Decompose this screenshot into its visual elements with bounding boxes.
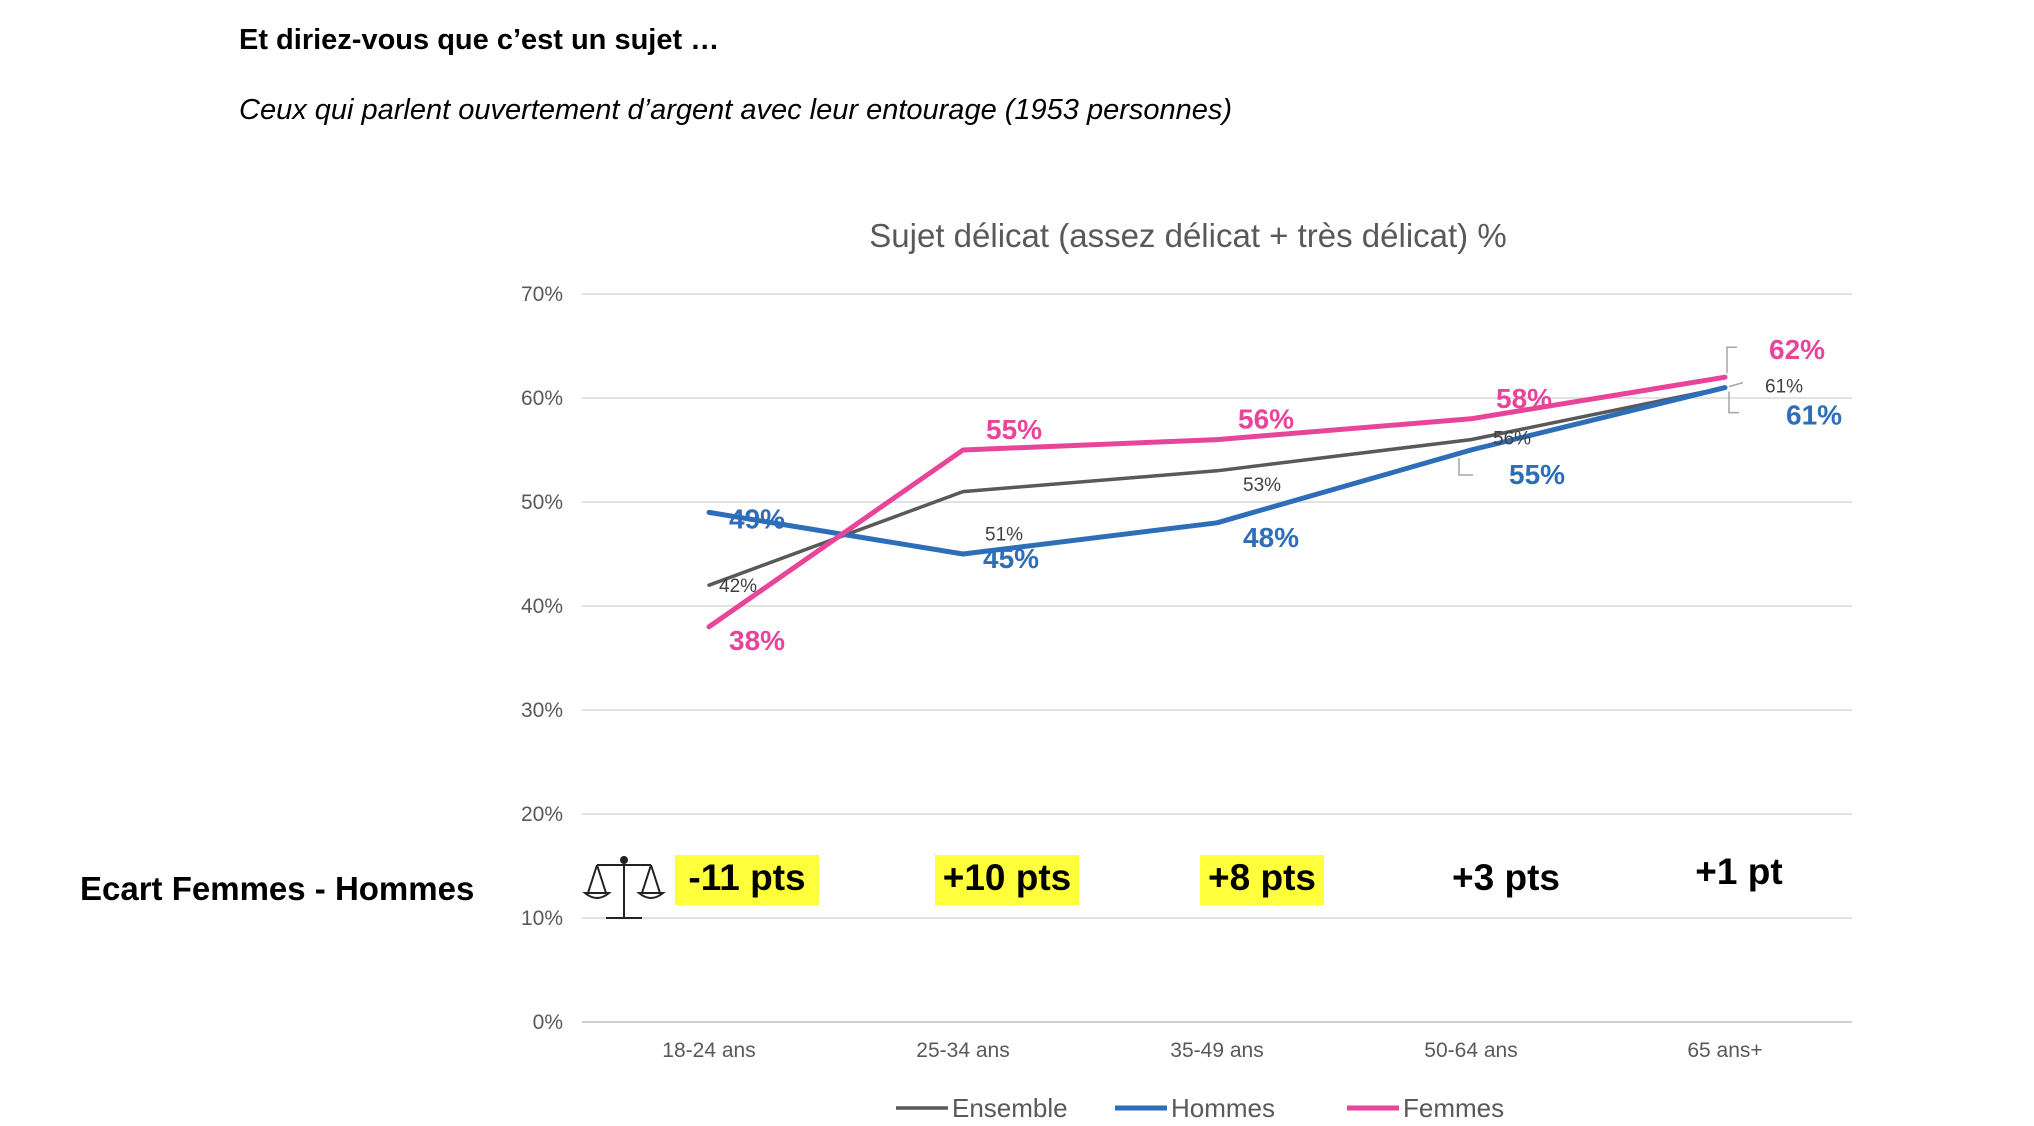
legend-label-hommes: Hommes xyxy=(1171,1093,1275,1123)
series-lines xyxy=(706,374,1728,630)
data-label-hommes: 45% xyxy=(983,543,1039,574)
data-label-ensemble: 56% xyxy=(1493,429,1531,450)
data-labels: 42% 51% 53% 56% 61% 49% 45% 48% 55% 61% 38% 55% 56% 5… xyxy=(719,334,1842,656)
series-line-femmes xyxy=(706,374,1728,630)
x-tick-label: 65 ans+ xyxy=(1687,1039,1762,1062)
x-axis: 18-24 ans 25-34 ans 35-49 ans 50-64 ans 65 a… xyxy=(662,1039,1762,1062)
leader-line xyxy=(1728,391,1739,414)
y-tick-label: 0% xyxy=(533,1011,563,1034)
data-label-hommes: 55% xyxy=(1509,459,1565,490)
gap-highlight xyxy=(935,855,1079,905)
y-axis: 0% 10% 20% 30% 40% 50% 60% 70% xyxy=(521,283,563,1034)
data-label-ensemble: 42% xyxy=(719,576,757,597)
y-tick-label: 60% xyxy=(521,387,563,410)
legend-label-femmes: Femmes xyxy=(1403,1093,1504,1123)
gap-highlight xyxy=(675,855,819,905)
data-label-hommes: 48% xyxy=(1243,522,1299,553)
y-tick-label: 20% xyxy=(521,803,563,826)
data-label-hommes: 49% xyxy=(729,503,785,534)
y-tick-label: 10% xyxy=(521,907,563,930)
y-tick-label: 50% xyxy=(521,491,563,514)
data-label-femmes: 56% xyxy=(1238,404,1294,435)
grid xyxy=(582,293,1852,1023)
x-tick-label: 25-34 ans xyxy=(916,1039,1009,1062)
x-tick-label: 18-24 ans xyxy=(662,1039,755,1062)
data-label-femmes: 58% xyxy=(1496,383,1552,414)
page-heading: Et diriez-vous que c’est un sujet … xyxy=(239,24,720,56)
leader-line xyxy=(1726,346,1737,374)
legend-label-ensemble: Ensemble xyxy=(952,1093,1068,1123)
scale-icon xyxy=(582,856,666,919)
x-tick-label: 50-64 ans xyxy=(1424,1039,1517,1062)
x-tick-label: 35-49 ans xyxy=(1170,1039,1263,1062)
gap-value: +1 pt xyxy=(1695,851,1782,892)
gap-value: +10 pts xyxy=(943,857,1072,898)
y-tick-label: 30% xyxy=(521,699,563,722)
data-label-ensemble: 53% xyxy=(1243,475,1281,496)
y-tick-label: 70% xyxy=(521,283,563,306)
gap-highlight xyxy=(1200,855,1324,905)
data-label-femmes: 62% xyxy=(1769,334,1825,365)
data-label-femmes: 38% xyxy=(729,625,785,656)
legend: Ensemble Hommes Femmes xyxy=(896,1093,1504,1123)
gap-value: +3 pts xyxy=(1452,857,1560,898)
data-label-ensemble: 61% xyxy=(1765,377,1803,398)
gap-row-title: Ecart Femmes - Hommes xyxy=(80,870,474,907)
data-label-ensemble: 51% xyxy=(985,525,1023,546)
gap-value: +8 pts xyxy=(1208,857,1316,898)
chart-title: Sujet délicat (assez délicat + très déli… xyxy=(869,217,1506,254)
data-label-hommes: 61% xyxy=(1786,400,1842,431)
leader-line xyxy=(1728,381,1744,388)
gap-value: -11 pts xyxy=(688,857,805,898)
series-line-hommes xyxy=(706,385,1728,557)
gap-row: Ecart Femmes - Hommes -11 pts +10 pts +8 pt… xyxy=(80,851,1783,919)
page-subtitle: Ceux qui parlent ouvertement d’argent av… xyxy=(239,94,1233,126)
data-label-femmes: 55% xyxy=(986,414,1042,445)
series-line-ensemble xyxy=(707,385,1727,587)
leader-line xyxy=(1458,458,1473,476)
y-tick-label: 40% xyxy=(521,595,563,618)
